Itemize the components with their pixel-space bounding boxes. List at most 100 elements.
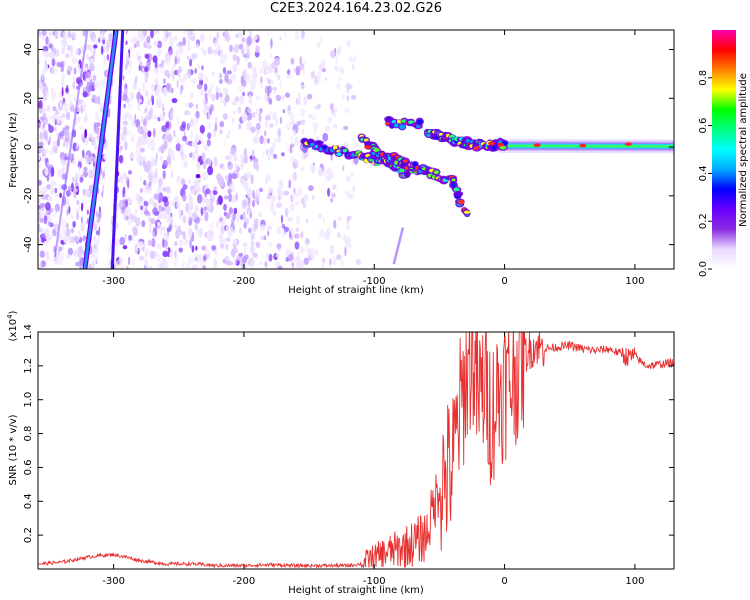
noise-speck bbox=[122, 186, 126, 194]
noise-speck bbox=[301, 30, 305, 39]
noise-speck bbox=[216, 31, 220, 40]
noise-speck bbox=[174, 55, 178, 65]
noise-speck bbox=[103, 56, 107, 66]
colorbar-tick-label: 0.8 bbox=[698, 70, 709, 86]
signal-blob bbox=[315, 140, 323, 145]
noise-speck bbox=[209, 104, 215, 112]
noise-speck bbox=[278, 179, 284, 189]
noise-speck bbox=[46, 184, 52, 190]
noise-speck bbox=[136, 39, 140, 48]
noise-speck bbox=[336, 254, 342, 261]
noise-speck bbox=[70, 44, 73, 54]
noise-speck bbox=[72, 249, 77, 257]
noise-speck bbox=[151, 171, 157, 178]
noise-speck bbox=[38, 122, 41, 129]
diagonal-stripe-second bbox=[110, 30, 125, 269]
noise-speck bbox=[85, 77, 90, 83]
noise-speck bbox=[89, 43, 93, 54]
noise-speck bbox=[202, 98, 207, 108]
noise-speck bbox=[153, 202, 158, 209]
noise-speck bbox=[321, 59, 326, 65]
noise-speck bbox=[118, 257, 124, 263]
noise-speck bbox=[42, 112, 47, 118]
noise-speck bbox=[316, 41, 321, 49]
noise-speck bbox=[138, 32, 144, 42]
noise-speck bbox=[86, 52, 89, 61]
noise-speck bbox=[66, 190, 70, 197]
noise-speck bbox=[259, 260, 263, 265]
noise-speck bbox=[260, 235, 263, 241]
noise-speck bbox=[336, 82, 341, 90]
noise-speck bbox=[182, 154, 188, 159]
noise-speck bbox=[96, 213, 101, 224]
noise-speck bbox=[70, 101, 73, 106]
noise-speck bbox=[40, 217, 44, 224]
noise-speck bbox=[162, 35, 169, 43]
noise-speck bbox=[252, 149, 255, 160]
noise-speck bbox=[53, 209, 57, 218]
signal-blob bbox=[492, 146, 497, 150]
noise-speck bbox=[272, 153, 278, 160]
noise-speck bbox=[166, 227, 172, 232]
noise-speck bbox=[329, 244, 335, 255]
noise-speck bbox=[259, 107, 263, 114]
noise-speck bbox=[48, 43, 52, 49]
noise-speck bbox=[232, 64, 238, 73]
noise-speck bbox=[43, 241, 48, 246]
noise-speck bbox=[182, 194, 187, 202]
noise-speck bbox=[207, 165, 214, 176]
noise-speck bbox=[250, 174, 254, 185]
noise-speck bbox=[46, 235, 51, 242]
noise-speck bbox=[238, 84, 244, 93]
noise-speck bbox=[89, 57, 95, 65]
noise-speck bbox=[154, 210, 160, 216]
noise-speck bbox=[185, 262, 192, 269]
noise-speck bbox=[59, 130, 65, 137]
noise-speck bbox=[266, 149, 269, 156]
noise-speck bbox=[205, 254, 210, 259]
noise-speck bbox=[195, 103, 198, 110]
noise-speck bbox=[163, 78, 166, 84]
noise-speck bbox=[147, 240, 152, 246]
noise-speck bbox=[323, 216, 325, 223]
noise-speck bbox=[75, 174, 81, 179]
noise-speck bbox=[50, 180, 57, 187]
noise-speck bbox=[246, 49, 251, 59]
spectrogram-y-tick-label: 20 bbox=[23, 92, 34, 105]
noise-speck bbox=[189, 58, 193, 67]
noise-speck bbox=[52, 229, 57, 237]
noise-speck bbox=[152, 55, 158, 63]
noise-speck bbox=[232, 54, 238, 62]
noise-speck bbox=[211, 231, 214, 239]
noise-speck bbox=[355, 259, 361, 266]
noise-speck bbox=[244, 182, 249, 192]
noise-speck bbox=[140, 115, 144, 124]
noise-speck bbox=[190, 78, 197, 85]
noise-speck bbox=[196, 83, 203, 90]
noise-speck bbox=[160, 155, 163, 161]
noise-speck bbox=[154, 77, 159, 85]
snr-x-tick-label: -200 bbox=[233, 576, 256, 587]
noise-speck bbox=[182, 73, 187, 82]
noise-speck bbox=[155, 97, 160, 106]
noise-speck bbox=[214, 122, 218, 132]
signal-blob bbox=[402, 159, 408, 163]
noise-speck bbox=[289, 202, 295, 212]
signal-blob bbox=[463, 210, 471, 214]
noise-speck bbox=[302, 202, 307, 209]
noise-speck bbox=[139, 174, 143, 182]
noise-speck bbox=[294, 241, 300, 250]
noise-speck bbox=[189, 118, 194, 128]
noise-speck bbox=[266, 138, 270, 144]
noise-speck bbox=[307, 93, 313, 100]
colorbar-gradient bbox=[712, 30, 736, 269]
noise-speck bbox=[310, 71, 315, 79]
noise-speck bbox=[60, 64, 64, 73]
noise-speck bbox=[45, 36, 49, 45]
noise-speck bbox=[289, 156, 295, 163]
noise-speck bbox=[157, 40, 162, 49]
signal-blob bbox=[373, 148, 380, 153]
noise-speck bbox=[289, 144, 293, 154]
noise-speck bbox=[250, 126, 256, 133]
noise-speck bbox=[332, 184, 337, 190]
